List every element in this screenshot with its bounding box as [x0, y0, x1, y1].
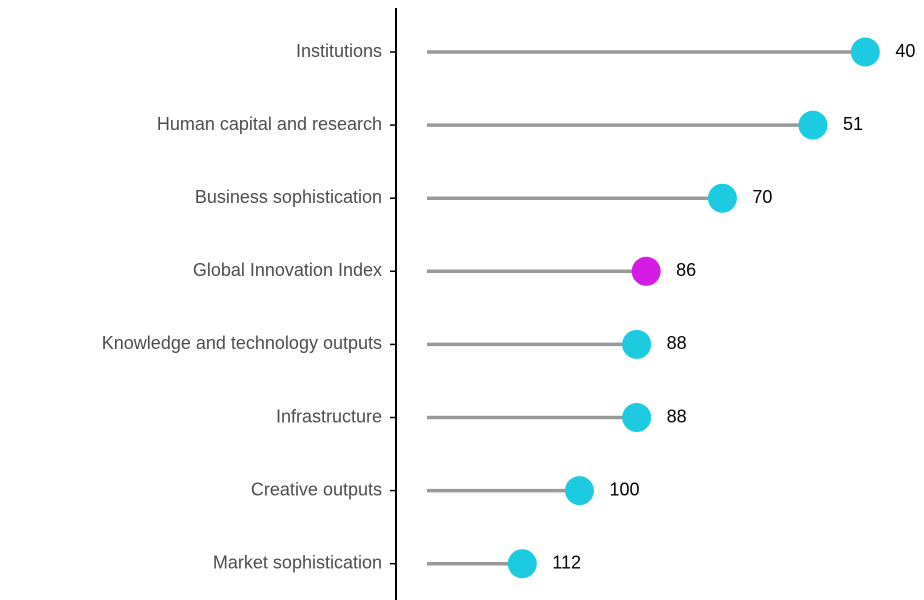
value-label: 100 [609, 479, 639, 499]
y-tick-label: Business sophistication [195, 187, 382, 207]
dot [507, 549, 537, 579]
y-tick-label: Market sophistication [213, 552, 382, 572]
value-label: 70 [752, 187, 772, 207]
dot [798, 110, 828, 140]
dot [707, 183, 737, 213]
value-label: 51 [843, 114, 863, 134]
y-tick-label: Human capital and research [157, 114, 382, 134]
value-label: 88 [667, 333, 687, 353]
y-tick-label: Creative outputs [251, 479, 382, 499]
y-tick-label: Knowledge and technology outputs [102, 333, 382, 353]
dot [564, 476, 594, 506]
value-label: 88 [667, 406, 687, 426]
y-tick-label: Global Innovation Index [193, 260, 382, 280]
value-label: 40 [895, 41, 915, 61]
value-label: 112 [552, 552, 581, 572]
dot [622, 403, 652, 432]
dot [622, 329, 652, 359]
dot [850, 37, 880, 67]
dot [631, 256, 661, 286]
value-label: 86 [676, 260, 696, 280]
y-tick-label: Institutions [296, 41, 382, 61]
y-tick-label: Infrastructure [276, 406, 382, 426]
